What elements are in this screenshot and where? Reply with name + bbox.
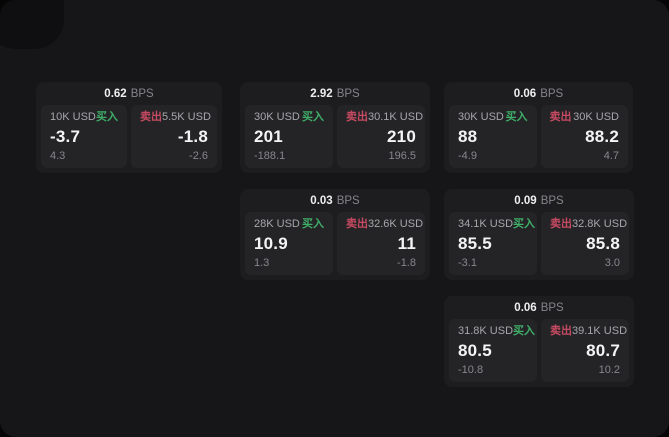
- bps-unit: BPS: [130, 88, 154, 100]
- sell-amount: 30.1K USD: [368, 111, 424, 123]
- buy-delta: -10.8: [458, 364, 484, 376]
- buy-panel[interactable]: 30K USD 买入 88 -4.9: [449, 105, 537, 168]
- sell-delta: -1.8: [397, 257, 416, 269]
- buy-panel[interactable]: 10K USD 买入 -3.7 4.3: [41, 105, 127, 168]
- sell-price: 85.8: [586, 233, 620, 253]
- quote-card-6: 0.06 BPS 31.8K USD 买入 80.5 -10.8 卖出 39.1K…: [444, 296, 634, 387]
- bps-header: 0.06 BPS: [449, 300, 629, 317]
- buy-label: 买入: [513, 218, 536, 230]
- bps-value: 0.09: [514, 195, 537, 207]
- buy-price: 85.5: [458, 233, 492, 253]
- bps-header: 0.03 BPS: [245, 193, 425, 210]
- bps-value: 0.03: [310, 195, 333, 207]
- sell-panel[interactable]: 卖出 39.1K USD 80.7 10.2: [541, 319, 629, 382]
- buy-label: 买入: [513, 325, 536, 337]
- sell-amount: 32.6K USD: [368, 218, 424, 230]
- buy-price: 80.5: [458, 340, 492, 360]
- buy-amount: 30K USD: [254, 111, 300, 123]
- buy-delta: -3.1: [458, 257, 477, 269]
- quote-card-5: 0.09 BPS 34.1K USD 买入 85.5 -3.1 卖出 32.8K …: [444, 189, 634, 280]
- bps-value: 0.06: [513, 88, 537, 100]
- buy-price: 201: [254, 126, 283, 146]
- quote-card-2: 2.92 BPS 30K USD 买入 201 -188.1 卖出 30.1K U…: [240, 82, 430, 173]
- sell-delta: 4.7: [603, 150, 619, 162]
- sell-price: 80.7: [586, 340, 620, 360]
- bps-value: 0.06: [514, 302, 537, 314]
- bps-value: 2.92: [310, 88, 333, 100]
- sell-amount: 32.8K USD: [572, 218, 628, 230]
- bps-header: 2.92 BPS: [245, 86, 425, 103]
- buy-delta: 4.3: [50, 150, 66, 162]
- sell-amount: 5.5K USD: [162, 111, 211, 123]
- buy-price: 88: [458, 126, 478, 146]
- buy-delta: 1.3: [254, 257, 270, 269]
- sell-price: 210: [387, 126, 416, 146]
- bps-header: 0.62 BPS: [41, 86, 217, 103]
- buy-amount: 30K USD: [458, 111, 504, 123]
- buy-price: 10.9: [254, 233, 288, 253]
- buy-panel[interactable]: 34.1K USD 买入 85.5 -3.1: [449, 212, 537, 275]
- sell-delta: 196.5: [388, 150, 416, 162]
- bps-unit: BPS: [540, 195, 564, 207]
- bps-header: 0.09 BPS: [449, 193, 629, 210]
- sell-amount: 30K USD: [573, 111, 619, 123]
- buy-label: 买入: [505, 111, 528, 123]
- sell-price: 88.2: [585, 126, 619, 146]
- sell-delta: 10.2: [598, 364, 620, 376]
- sell-delta: 3.0: [604, 257, 620, 269]
- corner-overlay: [0, 0, 64, 49]
- sell-panel[interactable]: 卖出 30.1K USD 210 196.5: [337, 105, 425, 168]
- bps-unit: BPS: [540, 88, 564, 100]
- buy-delta: -4.9: [458, 150, 477, 162]
- buy-delta: -188.1: [254, 150, 286, 162]
- sell-label: 卖出: [550, 325, 572, 337]
- sell-label: 卖出: [550, 218, 572, 230]
- buy-price: -3.7: [50, 126, 81, 146]
- quote-card-1: 0.62 BPS 10K USD 买入 -3.7 4.3 卖出 5.5K USD …: [36, 82, 222, 173]
- buy-panel[interactable]: 30K USD 买入 201 -188.1: [245, 105, 333, 168]
- buy-panel[interactable]: 31.8K USD 买入 80.5 -10.8: [449, 319, 537, 382]
- sell-price: -1.8: [177, 126, 208, 146]
- sell-label: 卖出: [140, 111, 162, 123]
- quote-card-4: 0.03 BPS 28K USD 买入 10.9 1.3 卖出 32.6K USD…: [240, 189, 430, 280]
- buy-label: 买入: [96, 111, 118, 123]
- sell-label: 卖出: [549, 111, 572, 123]
- quote-card-3: 0.06 BPS 30K USD 买入 88 -4.9 卖出 30K USD 88…: [444, 82, 633, 173]
- bps-unit: BPS: [336, 195, 360, 207]
- sell-delta: -2.6: [189, 150, 208, 162]
- sell-label: 卖出: [346, 111, 368, 123]
- buy-amount: 10K USD: [50, 111, 96, 123]
- bps-unit: BPS: [540, 302, 564, 314]
- sell-amount: 39.1K USD: [572, 325, 628, 337]
- buy-amount: 28K USD: [254, 218, 300, 230]
- bps-unit: BPS: [336, 88, 360, 100]
- buy-amount: 34.1K USD: [458, 218, 514, 230]
- buy-label: 买入: [302, 111, 324, 123]
- sell-panel[interactable]: 卖出 32.6K USD 11 -1.8: [337, 212, 425, 275]
- sell-price: 11: [397, 233, 416, 253]
- sell-panel[interactable]: 卖出 30K USD 88.2 4.7: [540, 105, 628, 168]
- buy-label: 买入: [302, 218, 324, 230]
- sell-label: 卖出: [346, 218, 368, 230]
- bps-header: 0.06 BPS: [449, 86, 628, 103]
- buy-amount: 31.8K USD: [458, 325, 514, 337]
- buy-panel[interactable]: 28K USD 买入 10.9 1.3: [245, 212, 333, 275]
- bps-value: 0.62: [104, 88, 127, 100]
- sell-panel[interactable]: 卖出 32.8K USD 85.8 3.0: [541, 212, 629, 275]
- sell-panel[interactable]: 卖出 5.5K USD -1.8 -2.6: [131, 105, 217, 168]
